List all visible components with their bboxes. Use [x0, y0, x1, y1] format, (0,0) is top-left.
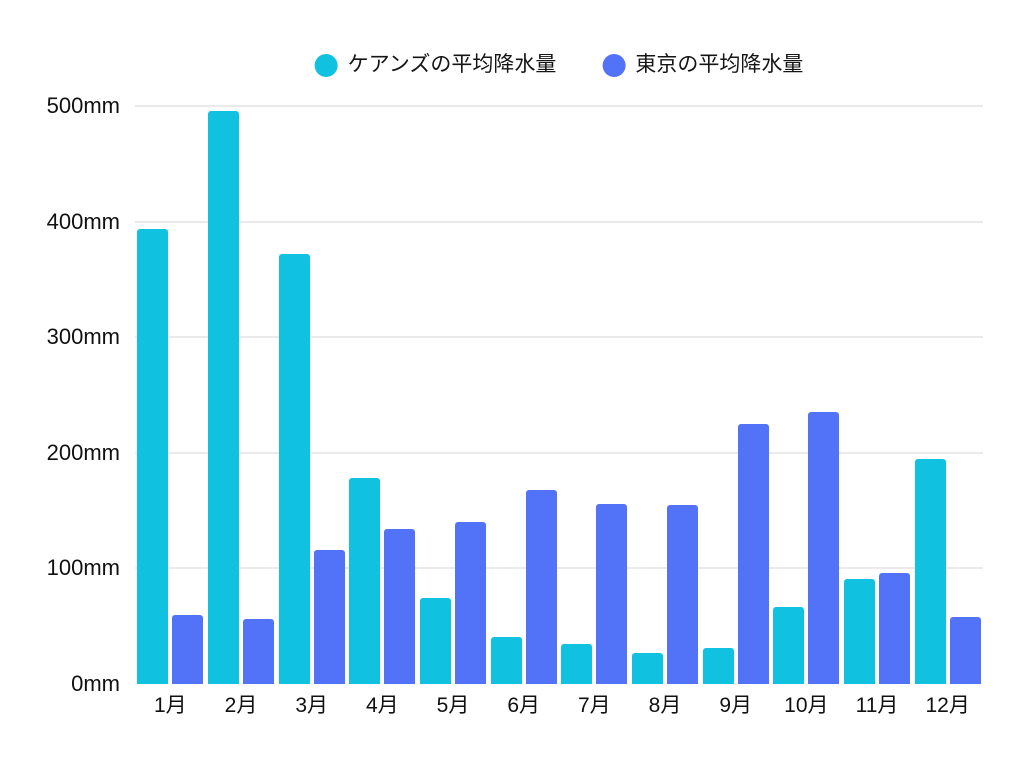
- x-axis-tick-11月: 11月: [855, 694, 899, 717]
- y-axis-tick-100: 100mm: [46, 555, 120, 581]
- bar-tokyo-7月: [596, 503, 628, 684]
- x-axis-tick-4月: 4月: [365, 694, 399, 717]
- bar-cairns-2月: [208, 110, 239, 684]
- x-axis-tick-3月: 3月: [295, 694, 328, 717]
- bar-cairns-6月: [490, 636, 522, 684]
- y-axis-tick-500: 500mm: [46, 93, 120, 118]
- bar-tokyo-12月: [949, 616, 981, 684]
- bar-cairns-3月: [278, 253, 310, 684]
- x-axis-tick-9月: 9月: [719, 694, 752, 717]
- y-axis-tick-300: 300mm: [46, 324, 120, 350]
- x-axis-tick-7月: 7月: [577, 694, 611, 717]
- chart-legend: ケアンズの平均降水量 東京の平均降水量: [314, 52, 803, 78]
- bar-cairns-4月: [349, 478, 381, 684]
- gridline-500: [135, 105, 983, 107]
- bar-tokyo-9月: [737, 423, 769, 684]
- gridline-200: [135, 451, 983, 454]
- bar-cairns-7月: [561, 643, 593, 684]
- tokyo-series-dot-icon: [602, 53, 626, 77]
- bar-tokyo-6月: [525, 489, 557, 684]
- bar-cairns-10月: [773, 606, 805, 684]
- bar-tokyo-3月: [313, 549, 345, 684]
- gridline-100: [135, 567, 983, 570]
- bar-cairns-12月: [914, 458, 946, 684]
- bar-tokyo-4月: [384, 529, 416, 684]
- y-axis-tick-400: 400mm: [46, 208, 120, 234]
- cairns-series-dot-icon: [314, 53, 338, 77]
- legend-item-cairns[interactable]: ケアンズの平均降水量: [314, 52, 557, 78]
- gridline-400: [135, 220, 983, 223]
- y-axis-tick-200: 200mm: [46, 439, 120, 465]
- gridline-300: [135, 336, 983, 339]
- bar-cairns-1月: [137, 228, 169, 684]
- bar-tokyo-5月: [455, 522, 486, 684]
- tokyo-series-label: 東京の平均降水量: [635, 53, 804, 76]
- x-axis-tick-6月: 6月: [507, 694, 540, 717]
- x-axis-tick-10月: 10月: [784, 694, 829, 717]
- bar-cairns-8月: [632, 652, 663, 684]
- x-axis-tick-5月: 5月: [436, 694, 470, 717]
- x-axis-tick-8月: 8月: [648, 694, 682, 717]
- legend-item-tokyo[interactable]: 東京の平均降水量: [602, 52, 803, 78]
- bar-tokyo-2月: [243, 619, 274, 684]
- bar-cairns-5月: [420, 598, 451, 684]
- y-axis-tick-0: 0mm: [71, 671, 120, 696]
- bar-tokyo-11月: [879, 573, 910, 684]
- bar-tokyo-8月: [667, 504, 698, 684]
- cairns-series-label: ケアンズの平均降水量: [347, 53, 557, 76]
- x-axis-tick-2月: 2月: [224, 694, 258, 717]
- bar-tokyo-1月: [172, 614, 204, 684]
- x-axis-tick-12月: 12月: [925, 694, 970, 717]
- bar-tokyo-10月: [808, 412, 840, 684]
- x-axis-tick-1月: 1月: [153, 694, 187, 717]
- bar-cairns-11月: [844, 578, 875, 684]
- bar-cairns-9月: [702, 648, 734, 684]
